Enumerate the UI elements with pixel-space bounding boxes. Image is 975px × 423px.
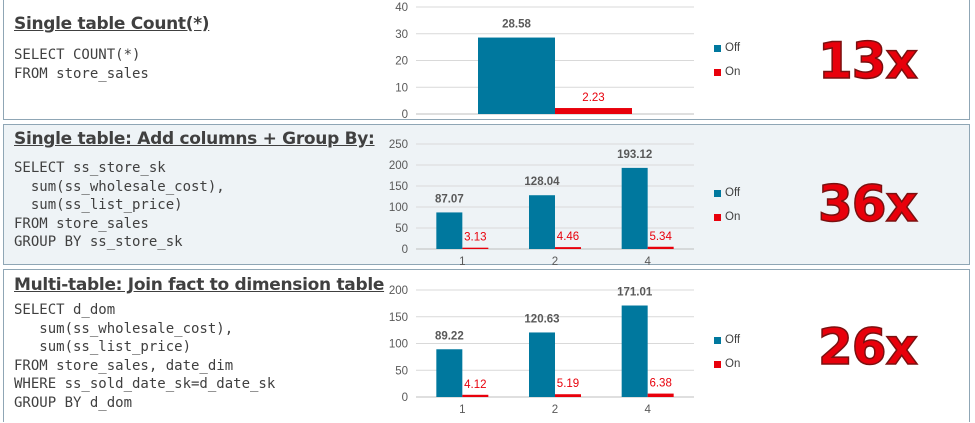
bar-on	[555, 247, 581, 249]
y-tick-label: 0	[402, 244, 408, 256]
bar-on	[647, 393, 674, 397]
data-label-off: 120.63	[524, 313, 559, 325]
panel-single-table-count: Single table Count(*) SELECT COUNT(*) FR…	[3, 0, 970, 121]
y-tick-label: 0	[402, 109, 408, 121]
y-tick-label: 30	[395, 29, 408, 41]
bar-chart: 0 50 100 150 200 89.22 4.12 1 120.63 5.19 2 171.01 6…	[389, 285, 694, 416]
legend-item-on: On	[714, 205, 740, 229]
y-tick-label: 200	[389, 285, 408, 297]
bar-off	[529, 332, 555, 397]
legend-swatch-off	[714, 44, 721, 52]
sql-query: SELECT ss_store_sk sum(ss_wholesale_cost…	[14, 160, 225, 250]
data-label-off: 87.07	[435, 193, 464, 205]
legend-item-off: Off	[714, 36, 740, 60]
bar-off	[478, 37, 555, 114]
y-tick-label: 20	[395, 56, 408, 68]
data-label-on: 5.19	[557, 378, 579, 390]
y-tick-label: 0	[402, 392, 408, 404]
bar-on	[555, 394, 581, 397]
legend-item-off: Off	[714, 181, 740, 205]
speedup-label: 13x	[817, 32, 918, 90]
bar-on	[462, 247, 489, 249]
legend-item-off: Off	[714, 328, 740, 352]
data-label-off: 28.58	[502, 19, 531, 31]
y-tick-label: 250	[389, 139, 408, 151]
data-label-off: 89.22	[435, 330, 464, 342]
chart-legend: Off On	[714, 328, 740, 376]
data-label-on: 6.38	[649, 378, 671, 390]
data-label-on: 5.34	[649, 231, 672, 243]
bar-on	[555, 108, 632, 114]
sql-query: SELECT d_dom sum(ss_wholesale_cost), sum…	[14, 302, 276, 411]
panel-heading: Multi-table: Join fact to dimension tabl…	[14, 275, 385, 295]
x-tick-label: 1	[459, 404, 465, 416]
chart-legend: Off On	[714, 36, 740, 84]
y-tick-label: 150	[389, 181, 408, 193]
panel-heading: Single table: Add columns + Group By:	[14, 129, 375, 149]
y-tick-label: 40	[395, 2, 408, 14]
legend-label-on: On	[725, 66, 741, 78]
bar-chart: 0 10 20 30 40 28.58 2.23	[395, 2, 694, 121]
bar-chart: 0 50 100 150 200 250 87.07 3.13 1 128.04 4.46 2 193.…	[389, 139, 694, 268]
x-tick-label: 2	[552, 404, 558, 416]
bar-off	[436, 349, 463, 397]
x-tick-label: 1	[459, 256, 465, 268]
y-tick-label: 10	[395, 82, 408, 94]
bar-on	[647, 246, 674, 249]
bar-off	[436, 212, 463, 249]
panel-heading: Single table Count(*)	[14, 14, 210, 34]
data-label-on: 4.12	[464, 379, 486, 391]
legend-item-on: On	[714, 60, 740, 84]
sql-query: SELECT COUNT(*) FROM store_sales	[14, 47, 149, 82]
data-label-off: 128.04	[524, 176, 560, 188]
legend-label-off: Off	[725, 42, 741, 54]
y-tick-label: 200	[389, 160, 408, 172]
panel-single-table-groupby: Single table: Add columns + Group By: SE…	[3, 124, 970, 268]
speedup-label: 36x	[817, 175, 918, 233]
y-tick-label: 50	[395, 223, 408, 235]
y-tick-label: 100	[389, 339, 408, 351]
chart-legend: Off On	[714, 181, 740, 229]
data-label-on: 4.46	[557, 231, 579, 243]
legend-swatch-on	[714, 360, 721, 368]
bar-off	[621, 167, 648, 249]
legend-swatch-off	[714, 189, 721, 197]
y-tick-label: 150	[389, 312, 408, 324]
legend-label-on: On	[725, 211, 741, 223]
data-label-on: 2.23	[582, 92, 604, 104]
y-tick-label: 100	[389, 202, 408, 214]
legend-swatch-off	[714, 336, 721, 344]
legend-label-on: On	[725, 358, 741, 370]
legend-label-off: Off	[725, 334, 741, 346]
data-label-off: 193.12	[617, 149, 652, 161]
bar-on	[462, 394, 489, 397]
legend-item-on: On	[714, 352, 740, 376]
x-tick-label: 4	[644, 404, 651, 416]
data-label-off: 171.01	[617, 287, 653, 299]
legend-swatch-on	[714, 213, 721, 221]
data-label-on: 3.13	[464, 232, 486, 244]
y-tick-label: 50	[395, 365, 408, 377]
bar-off	[621, 305, 648, 397]
speedup-label: 26x	[817, 318, 918, 376]
legend-swatch-on	[714, 68, 721, 76]
x-tick-label: 4	[644, 256, 651, 268]
bar-off	[529, 195, 555, 249]
x-tick-label: 2	[552, 256, 558, 268]
panel-multi-table-join: Multi-table: Join fact to dimension tabl…	[3, 269, 970, 422]
legend-label-off: Off	[725, 187, 741, 199]
